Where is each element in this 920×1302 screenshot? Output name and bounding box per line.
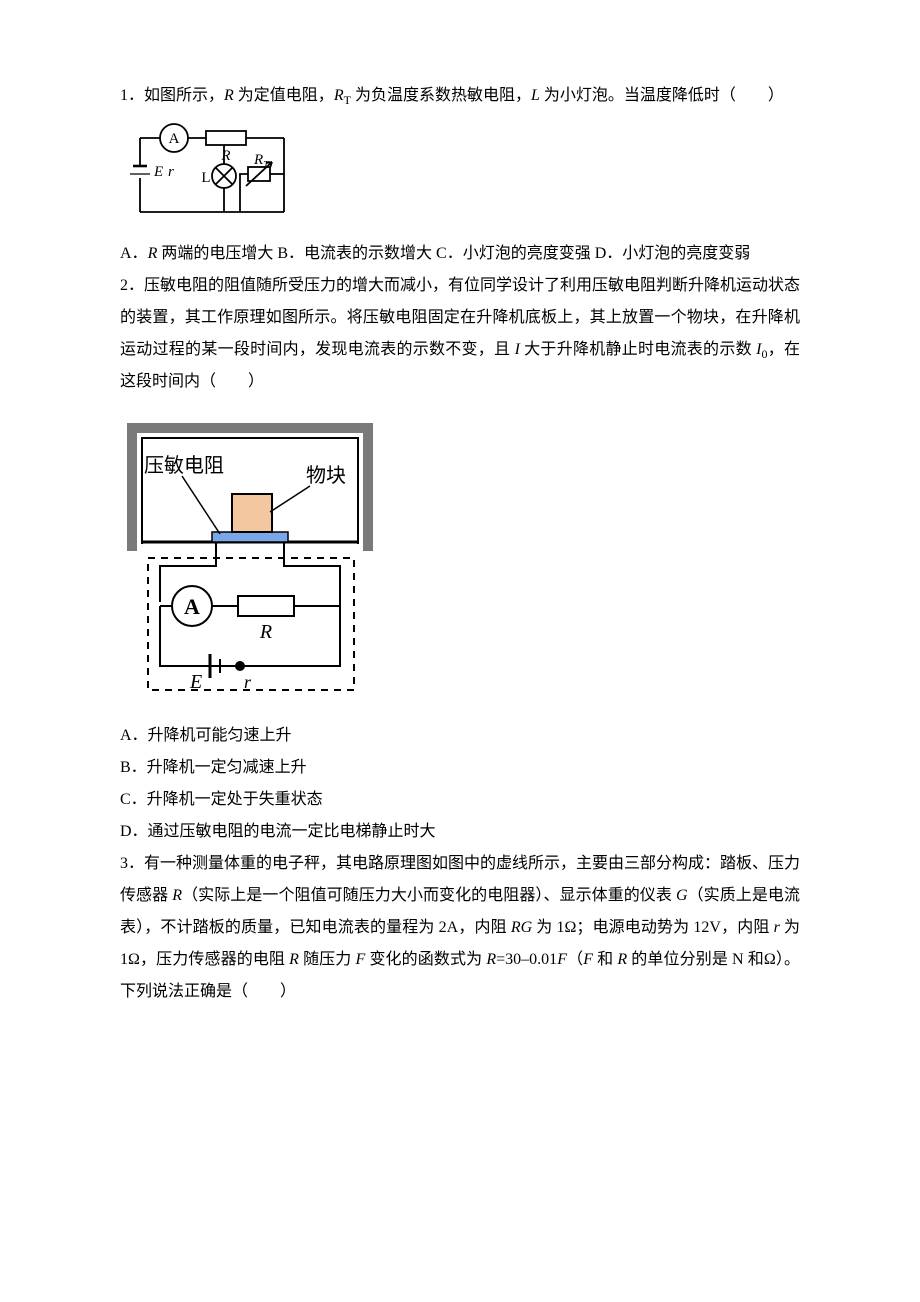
q2-optB: B．升降机一定匀减速上升 bbox=[120, 752, 800, 784]
q2-label-block: 物块 bbox=[306, 464, 346, 487]
q3-i: 和 bbox=[593, 951, 617, 968]
q1-RT-T: T bbox=[344, 93, 351, 107]
q1-optA-b: 两端的电压增大 B．电流表的示数增大 C．小灯泡的亮度变强 D．小灯泡的亮度变弱 bbox=[157, 245, 750, 262]
q2-optD: D．通过压敏电阻的电流一定比电梯静止时大 bbox=[120, 816, 800, 848]
document-page: 1．如图所示，R 为定值电阻，RT 为负温度系数热敏电阻，L 为小灯泡。当温度降… bbox=[0, 0, 920, 1302]
q3-b: （实际上是一个阻值可随压力大小而变化的电阻器）、显示体重的仪表 bbox=[182, 887, 676, 904]
q1-text-d: 为小灯泡。当温度降低时（ ） bbox=[540, 87, 784, 104]
q3-R2: R bbox=[289, 951, 299, 968]
q3-g: 变化的函数式为 bbox=[365, 951, 486, 968]
q3-F2: F bbox=[557, 951, 567, 968]
q1-circuit-diagram: A R L RT E r bbox=[120, 118, 800, 228]
q3-R1: R bbox=[172, 887, 182, 904]
q2-diag-R: R bbox=[259, 621, 272, 643]
q2-stem: 2．压敏电阻的阻值随所受压力的增大而减小，有位同学设计了利用压敏电阻判断升降机运… bbox=[120, 270, 800, 398]
q2-diagram: 压敏电阻 物块 bbox=[120, 416, 800, 706]
q1-optA-a: A． bbox=[120, 245, 148, 262]
q3-f: 随压力 bbox=[299, 951, 356, 968]
q3-h: （ bbox=[567, 951, 583, 968]
q3-R3: R bbox=[486, 951, 496, 968]
q1-RT-R: R bbox=[334, 87, 344, 104]
q3-R4: R bbox=[617, 951, 627, 968]
q3-stem: 3．有一种测量体重的电子秤，其电路原理图如图中的虚线所示，主要由三部分构成：踏板… bbox=[120, 848, 800, 1008]
q2-optC: C．升降机一定处于失重状态 bbox=[120, 784, 800, 816]
q2-diag-A: A bbox=[184, 594, 200, 619]
q1-diag-L: L bbox=[201, 170, 210, 186]
q3-G: G bbox=[676, 887, 688, 904]
q2-label-resistor: 压敏电阻 bbox=[144, 454, 224, 477]
q1-text-c: 为负温度系数热敏电阻， bbox=[351, 87, 531, 104]
q1-diag-R: R bbox=[220, 148, 230, 164]
q1-optA-R: R bbox=[148, 245, 158, 262]
q1-diag-A: A bbox=[169, 131, 180, 147]
q3-F3: F bbox=[583, 951, 593, 968]
q2-optA: A．升降机可能匀速上升 bbox=[120, 720, 800, 752]
q2-text-b: 大于升降机静止时电流表的示数 bbox=[520, 341, 756, 358]
q3-F1: F bbox=[356, 951, 366, 968]
q3-RG: RG bbox=[511, 919, 532, 936]
q2-diag-r: r bbox=[244, 672, 252, 692]
q1-diag-r: r bbox=[168, 164, 174, 180]
q1-text-b: 为定值电阻， bbox=[234, 87, 334, 104]
q3-d: 为 1Ω；电源电动势为 12V，内阻 bbox=[532, 919, 773, 936]
q1-R: R bbox=[224, 87, 234, 104]
q1-diag-E: E bbox=[153, 164, 163, 180]
q1-text-a: 1．如图所示， bbox=[120, 87, 224, 104]
q2-diag-E: E bbox=[189, 671, 202, 693]
q3-eq: =30–0.01 bbox=[496, 951, 557, 968]
q1-L: L bbox=[531, 87, 540, 104]
q1-options: A．R 两端的电压增大 B．电流表的示数增大 C．小灯泡的亮度变强 D．小灯泡的… bbox=[120, 238, 800, 270]
q1-stem: 1．如图所示，R 为定值电阻，RT 为负温度系数热敏电阻，L 为小灯泡。当温度降… bbox=[120, 80, 800, 112]
